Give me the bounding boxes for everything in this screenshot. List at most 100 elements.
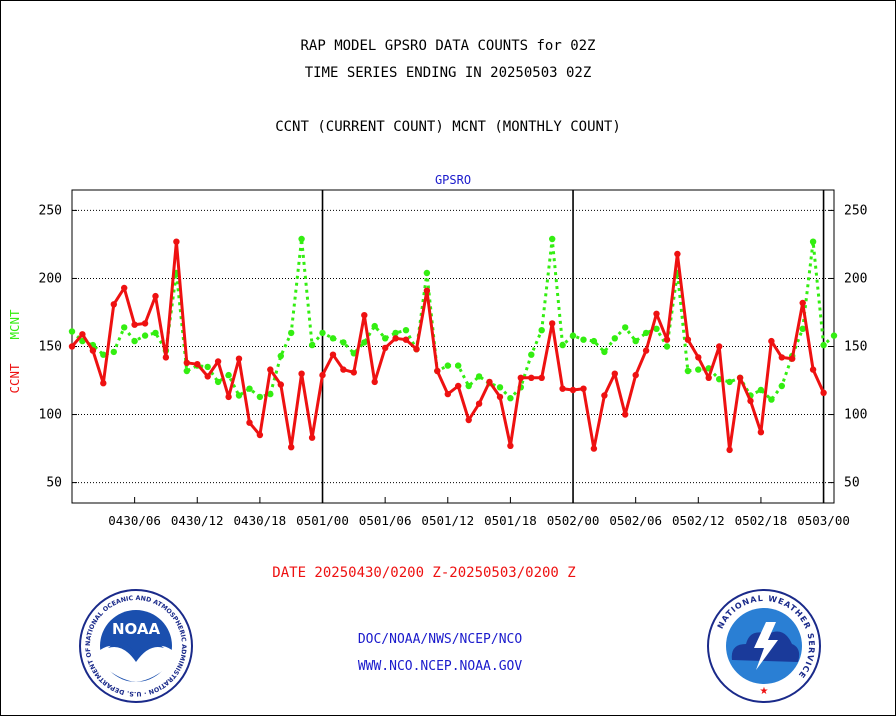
data-point-ccnt	[809, 366, 817, 373]
x-tick-label: 0502/06	[609, 513, 662, 528]
data-point-ccnt	[747, 397, 754, 405]
data-point-ccnt	[162, 354, 170, 361]
data-point-ccnt	[214, 358, 222, 365]
data-point-mcnt	[288, 329, 295, 337]
data-point-mcnt	[528, 351, 535, 358]
data-point-mcnt	[580, 336, 587, 343]
y-tick-label-left: 50	[46, 476, 62, 491]
data-point-ccnt	[131, 321, 138, 328]
chart-title-line1: RAP MODEL GPSRO DATA COUNTS for 02Z	[300, 38, 596, 54]
data-point-ccnt	[549, 320, 556, 327]
data-point-mcnt	[507, 395, 514, 402]
data-point-mcnt	[402, 327, 410, 334]
data-point-mcnt	[204, 363, 211, 371]
data-point-mcnt	[820, 341, 827, 349]
y-axis-label-mcnt: MCNT	[7, 309, 22, 340]
x-tick-label: 0430/06	[108, 513, 161, 528]
data-point-ccnt	[392, 335, 399, 342]
data-point-mcnt	[778, 382, 785, 390]
data-point-mcnt	[361, 339, 368, 346]
data-point-mcnt	[684, 367, 692, 375]
data-point-mcnt	[455, 362, 462, 369]
y-tick-label-right: 250	[844, 203, 867, 218]
data-point-mcnt	[298, 235, 305, 243]
noaa-logo: NATIONAL OCEANIC AND ATMOSPHERIC ADMINIS…	[78, 588, 193, 703]
data-point-ccnt	[789, 355, 796, 362]
data-point-mcnt	[256, 393, 264, 401]
data-point-ccnt	[632, 371, 639, 379]
data-point-ccnt	[183, 359, 190, 366]
data-point-mcnt	[830, 332, 838, 339]
y-tick-label-right: 50	[844, 476, 860, 491]
data-point-mcnt	[131, 337, 138, 345]
data-point-ccnt	[121, 284, 128, 292]
data-point-ccnt	[528, 374, 535, 381]
data-point-ccnt	[434, 367, 441, 375]
data-point-ccnt	[225, 393, 232, 401]
data-point-mcnt	[340, 339, 347, 346]
data-point-ccnt	[100, 380, 107, 387]
data-point-ccnt	[726, 446, 733, 454]
nco-website-link[interactable]: WWW.NCO.NCEP.NOAA.GOV	[357, 659, 523, 674]
data-point-ccnt	[329, 351, 337, 358]
data-point-ccnt	[768, 337, 775, 345]
data-point-mcnt	[622, 324, 629, 331]
data-point-mcnt	[809, 238, 817, 245]
data-point-ccnt	[110, 301, 118, 308]
x-tick-label: 0430/18	[234, 513, 287, 528]
data-point-mcnt	[663, 343, 671, 350]
data-point-ccnt	[695, 354, 702, 361]
y-tick-label-right: 200	[844, 271, 867, 286]
data-point-ccnt	[89, 347, 97, 354]
data-point-mcnt	[371, 322, 378, 330]
data-point-mcnt	[152, 329, 159, 337]
data-point-mcnt	[496, 384, 504, 391]
y-tick-label-right: 150	[844, 340, 867, 355]
x-tick-label: 0502/00	[547, 513, 600, 528]
data-point-ccnt	[79, 331, 86, 338]
date-range-label: DATE 20250430/0200 Z-20250503/0200 Z	[272, 565, 576, 581]
data-point-ccnt	[277, 381, 284, 388]
data-point-ccnt	[298, 370, 305, 377]
data-point-ccnt	[423, 287, 431, 294]
y-tick-label-left: 200	[39, 271, 62, 286]
data-point-ccnt	[152, 292, 159, 300]
data-point-mcnt	[110, 348, 118, 356]
data-point-ccnt	[194, 361, 201, 368]
data-point-ccnt	[778, 354, 785, 361]
data-point-ccnt	[465, 416, 472, 424]
data-point-ccnt	[653, 310, 660, 317]
data-point-ccnt	[319, 371, 326, 379]
y-tick-label-right: 100	[844, 408, 867, 423]
data-point-mcnt	[319, 329, 326, 337]
x-tick-label: 0502/18	[735, 513, 788, 528]
data-point-mcnt	[799, 325, 806, 332]
y-tick-label-left: 250	[39, 203, 62, 218]
x-tick-label: 0502/12	[672, 513, 725, 528]
data-point-ccnt	[68, 343, 76, 350]
data-point-mcnt	[642, 329, 650, 337]
data-point-ccnt	[235, 355, 243, 362]
data-point-mcnt	[68, 328, 76, 335]
chart-title-line2: TIME SERIES ENDING IN 20250503 02Z	[304, 65, 592, 81]
series-line-mcnt	[70, 237, 836, 402]
data-point-ccnt	[820, 389, 827, 396]
data-point-ccnt	[402, 336, 410, 343]
data-point-mcnt	[183, 367, 190, 375]
svg-text:★: ★	[760, 686, 769, 697]
data-point-ccnt	[455, 382, 462, 390]
data-point-ccnt	[173, 238, 180, 245]
data-point-ccnt	[757, 429, 765, 436]
data-point-ccnt	[580, 385, 587, 392]
data-point-mcnt	[235, 392, 243, 399]
data-point-ccnt	[371, 378, 378, 386]
data-point-mcnt	[277, 352, 284, 360]
y-tick-label-left: 150	[39, 340, 62, 355]
data-point-ccnt	[799, 299, 806, 307]
data-point-mcnt	[653, 325, 660, 332]
data-point-ccnt	[507, 442, 514, 449]
data-point-mcnt	[141, 332, 149, 339]
data-point-ccnt	[308, 434, 316, 441]
doc-noaa-link[interactable]: DOC/NOAA/NWS/NCEP/NCO	[357, 632, 523, 647]
x-tick-label: 0503/00	[797, 513, 850, 528]
